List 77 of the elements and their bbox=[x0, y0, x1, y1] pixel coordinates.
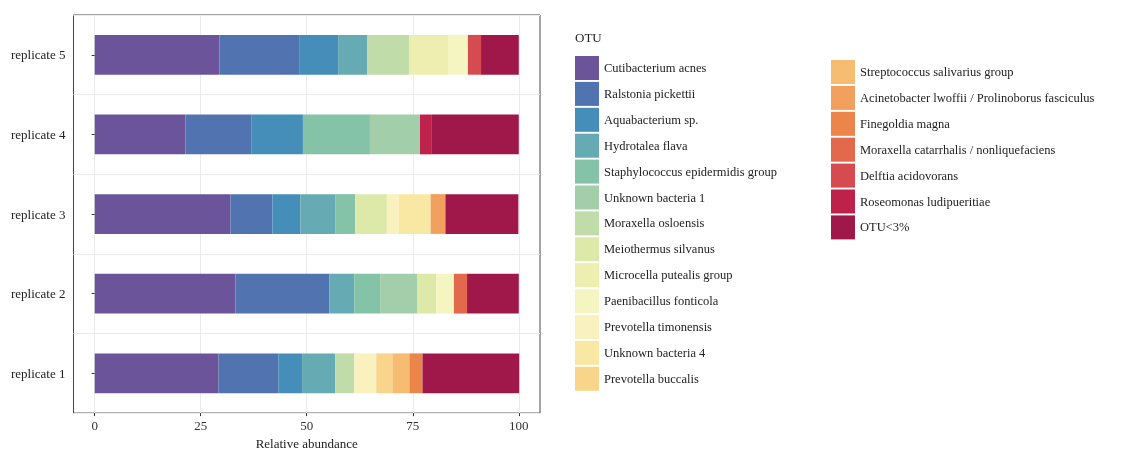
x-axis-title: Relative abundance bbox=[255, 436, 359, 451]
x-tick-label: 75 bbox=[406, 418, 420, 434]
legend-label: Hydrotalea flava bbox=[604, 138, 689, 153]
y-tick-label: replicate 2 bbox=[10, 286, 66, 302]
legend-label: Staphylococcus epidermidis group bbox=[604, 164, 777, 179]
bar bbox=[430, 194, 446, 234]
bar bbox=[338, 34, 367, 75]
bar bbox=[94, 114, 186, 155]
bar bbox=[329, 273, 355, 314]
legend-label: OTU<3% bbox=[860, 220, 910, 235]
bar bbox=[445, 194, 519, 234]
x-tick-label: 25 bbox=[194, 418, 208, 434]
bar bbox=[380, 273, 418, 314]
bar bbox=[278, 353, 303, 394]
bar bbox=[335, 194, 356, 234]
legend-label: Prevotella timonensis bbox=[604, 320, 713, 334]
legend-label: Meiothermus silvanus bbox=[604, 242, 715, 257]
bar bbox=[94, 353, 219, 394]
bar bbox=[453, 273, 468, 314]
legend-title: OTU bbox=[575, 30, 603, 45]
bar bbox=[302, 114, 370, 155]
bar bbox=[354, 353, 377, 394]
y-tick-label: replicate 4 bbox=[10, 126, 66, 142]
legend-label: Finegoldia magna bbox=[860, 116, 951, 131]
legend-label: Roseomonas ludipueritiae bbox=[860, 194, 991, 209]
bar bbox=[409, 353, 423, 394]
bar bbox=[219, 34, 300, 75]
bar bbox=[369, 114, 420, 155]
bar bbox=[218, 353, 279, 394]
bar bbox=[272, 194, 301, 234]
bar bbox=[467, 34, 482, 75]
bar bbox=[419, 114, 432, 155]
bar bbox=[235, 273, 330, 314]
bar bbox=[392, 353, 410, 394]
legend-label: Paenibacillus fonticola bbox=[604, 294, 719, 309]
bar bbox=[300, 194, 336, 234]
legend-label: Moraxella osloensis bbox=[604, 216, 705, 231]
x-tick-label: 50 bbox=[300, 418, 314, 434]
y-tick-label: replicate 1 bbox=[10, 365, 66, 381]
bar bbox=[417, 273, 437, 314]
x-tick-label: 0 bbox=[91, 418, 98, 434]
legend-label: Aquabacterium sp. bbox=[604, 112, 699, 127]
bar bbox=[355, 194, 387, 234]
bar bbox=[366, 34, 409, 75]
y-tick-label: replicate 3 bbox=[10, 206, 66, 222]
bar bbox=[251, 114, 303, 155]
legend-label: Microcella putealis group bbox=[604, 268, 733, 283]
bar bbox=[398, 194, 431, 234]
bar bbox=[431, 114, 519, 155]
legend-label: Ralstonia pickettii bbox=[604, 86, 696, 101]
legend-label: Moraxella catarrhalis / nonliquefaciens bbox=[860, 142, 1056, 157]
bar bbox=[335, 353, 355, 394]
bar bbox=[302, 353, 336, 394]
y-tick-label: replicate 5 bbox=[10, 47, 66, 63]
legend-label: Unknown bacteria 4 bbox=[604, 345, 707, 360]
bar bbox=[481, 34, 519, 75]
legend-label: Delftia acidovorans bbox=[860, 168, 959, 183]
bar bbox=[422, 353, 520, 394]
legend-label: Unknown bacteria 1 bbox=[604, 190, 706, 205]
bar bbox=[467, 273, 519, 314]
legend-label: Prevotella buccalis bbox=[604, 371, 699, 386]
legend-label: Cutibacterium acnes bbox=[604, 61, 707, 75]
bar bbox=[299, 34, 339, 75]
bar bbox=[94, 194, 231, 234]
bar bbox=[447, 34, 468, 75]
bar bbox=[436, 273, 454, 314]
bar bbox=[185, 114, 252, 155]
legend-label: Acinetobacter lwoffii / Prolinoborus fasciculus bbox=[860, 90, 1095, 105]
bar bbox=[94, 273, 236, 314]
bar bbox=[408, 34, 448, 75]
legend-label: Streptococcus salivarius group bbox=[860, 65, 1014, 79]
bar bbox=[376, 353, 393, 394]
bar bbox=[94, 34, 220, 75]
bar bbox=[354, 273, 381, 314]
x-tick-label: 100 bbox=[509, 418, 529, 434]
bar bbox=[386, 194, 399, 234]
bar bbox=[230, 194, 273, 234]
